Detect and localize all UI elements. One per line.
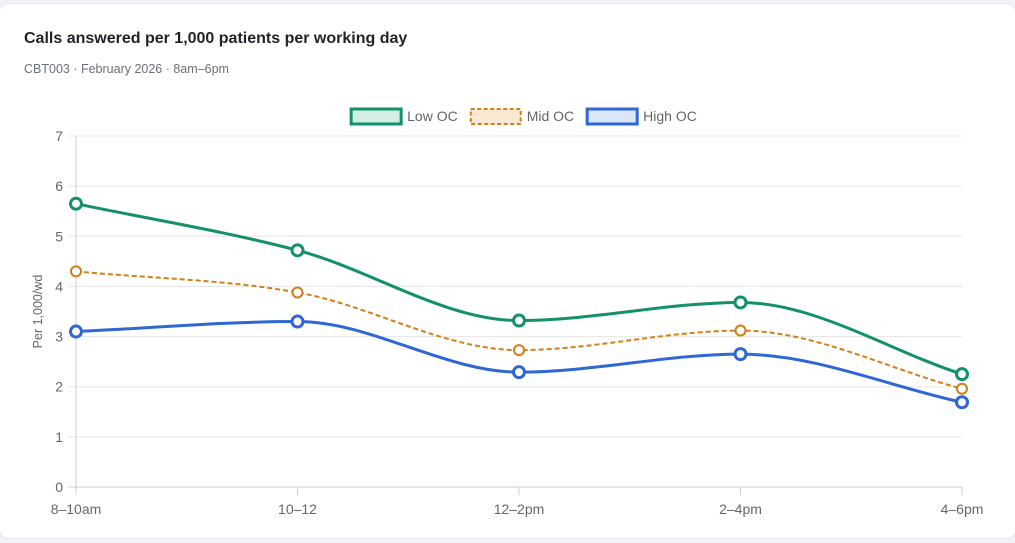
y-tick-label: 0 — [55, 479, 63, 495]
legend-item[interactable]: Mid OC — [469, 108, 574, 125]
data-point[interactable] — [733, 295, 748, 310]
axes: 0 1 2 3 4 5 6 7 8–10am 10–12 12–2pm 2–4pm 4–6pm Per 1… — [31, 128, 983, 517]
data-point[interactable] — [290, 314, 305, 329]
legend-swatch — [585, 107, 639, 126]
grid-lines — [68, 135, 962, 488]
y-axis-title: Per 1,000/wd — [31, 275, 45, 349]
series-line-2 — [75, 320, 963, 404]
chart-title: Calls answered per 1,000 patients per wo… — [24, 30, 408, 47]
data-point[interactable] — [69, 196, 83, 211]
y-tick-label: 7 — [55, 128, 63, 144]
data-point[interactable] — [955, 367, 969, 382]
y-tick-label: 5 — [55, 228, 63, 244]
legend-item[interactable]: Low OC — [349, 107, 458, 126]
data-points — [69, 196, 969, 410]
data-point[interactable] — [291, 286, 304, 299]
chart-card — [0, 4, 1015, 538]
x-tick-label: 4–6pm — [941, 501, 984, 517]
legend-label: Mid OC — [527, 108, 574, 124]
y-tick-label: 2 — [55, 379, 63, 395]
legend-swatch — [469, 108, 522, 125]
y-tick-label: 3 — [55, 329, 63, 345]
data-point[interactable] — [513, 344, 525, 357]
y-tick-label: 4 — [55, 278, 63, 294]
data-point[interactable] — [290, 243, 305, 258]
data-point[interactable] — [733, 347, 748, 362]
data-point[interactable] — [512, 365, 526, 380]
data-point[interactable] — [955, 395, 969, 410]
y-tick-label: 1 — [55, 429, 63, 445]
data-point[interactable] — [734, 324, 747, 337]
x-tick-label: 8–10am — [51, 501, 102, 517]
legend-swatch — [349, 107, 403, 126]
legend[interactable]: Low OC Mid OC High OC — [349, 107, 697, 126]
chart-subtitle: CBT003 · February 2026 · 8am–6pm — [24, 62, 229, 76]
data-point[interactable] — [70, 265, 82, 278]
data-point[interactable] — [69, 324, 83, 339]
legend-label: Low OC — [407, 108, 458, 124]
x-tick-label: 10–12 — [278, 501, 317, 517]
data-point[interactable] — [956, 382, 968, 395]
y-tick-label: 6 — [55, 178, 63, 194]
x-tick-label: 12–2pm — [494, 501, 545, 517]
legend-item[interactable]: High OC — [585, 107, 697, 126]
data-point[interactable] — [512, 313, 526, 328]
legend-label: High OC — [643, 108, 697, 124]
x-tick-label: 2–4pm — [719, 501, 762, 517]
